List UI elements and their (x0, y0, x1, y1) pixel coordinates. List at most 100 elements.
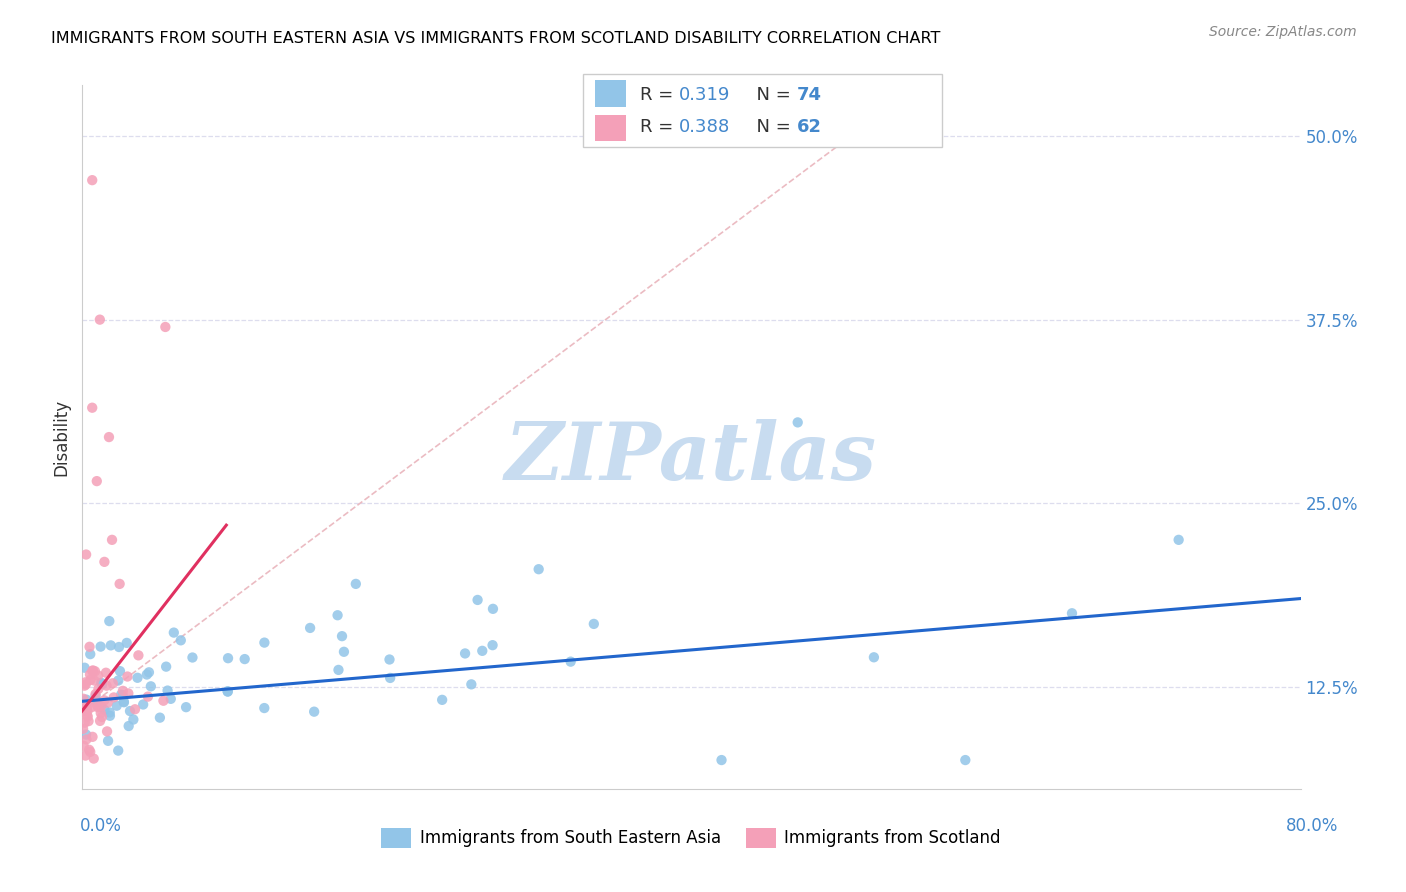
Point (87, 700, 110, 714)
Text: 0.319: 0.319 (679, 86, 731, 103)
Point (84, 689, 107, 703)
Point (253, 701, 276, 715)
Point (75, 677, 97, 691)
Point (94, 665, 117, 680)
Point (108, 577, 131, 591)
Point (83, 673, 105, 688)
Point (299, 621, 322, 635)
Point (98, 430, 121, 444)
Point (233, 652, 256, 666)
Point (560, 655, 582, 669)
Point (333, 645, 356, 659)
Point (149, 711, 172, 725)
Point (90, 699, 112, 714)
Point (101, 533, 124, 547)
Point (82, 730, 104, 744)
Point (98, 706, 121, 720)
Point (93, 555, 115, 569)
Point (152, 694, 174, 708)
Point (115, 636, 138, 650)
Point (83, 751, 105, 765)
Point (103, 690, 125, 705)
Point (97, 734, 120, 748)
Point (75, 728, 97, 742)
Point (170, 633, 193, 648)
Point (786, 416, 808, 430)
Text: 74: 74 (797, 86, 823, 103)
Point (253, 635, 276, 649)
Point (77, 698, 100, 712)
Point (127, 671, 149, 685)
Point (79, 667, 101, 681)
Point (174, 700, 197, 714)
Point (135, 667, 157, 681)
Point (124, 702, 146, 716)
Point (75, 732, 97, 747)
Point (454, 647, 477, 661)
Point (217, 684, 239, 698)
Point (97, 696, 120, 710)
Point (471, 644, 494, 658)
Point (76, 708, 98, 723)
Text: N =: N = (745, 86, 797, 103)
Point (75, 675, 97, 690)
Point (326, 608, 349, 623)
Point (107, 743, 129, 757)
Text: Source: ZipAtlas.com: Source: ZipAtlas.com (1209, 25, 1357, 39)
Point (107, 673, 129, 688)
Text: 0.388: 0.388 (679, 118, 730, 136)
Point (90, 675, 112, 690)
Text: 0.0%: 0.0% (80, 817, 122, 835)
Text: ZIPatlas: ZIPatlas (505, 419, 877, 497)
Point (72, 739, 94, 753)
Point (86, 695, 108, 709)
Point (77, 714, 100, 728)
Point (302, 705, 325, 719)
Point (955, 753, 977, 767)
Point (181, 650, 204, 665)
Text: 80.0%: 80.0% (1286, 817, 1339, 835)
Point (467, 593, 489, 607)
Point (111, 688, 134, 702)
Point (82, 664, 104, 678)
Point (90, 706, 112, 720)
Y-axis label: Disability: Disability (52, 399, 70, 475)
Point (1060, 607, 1083, 621)
Point (91, 677, 114, 691)
Point (75, 548, 97, 562)
Point (87, 681, 110, 696)
Point (82, 664, 104, 678)
Point (378, 652, 401, 666)
Point (79, 745, 101, 759)
Point (122, 713, 145, 727)
Point (96, 679, 118, 693)
Point (460, 677, 482, 691)
Point (98, 708, 121, 723)
Text: 62: 62 (797, 118, 823, 136)
Point (75, 692, 97, 706)
Point (93, 703, 115, 717)
Point (155, 659, 177, 673)
Point (101, 676, 124, 690)
Point (72, 704, 94, 718)
Point (73, 661, 96, 675)
Point (156, 683, 179, 698)
Point (138, 665, 160, 680)
Point (139, 679, 162, 693)
Legend: Immigrants from South Eastern Asia, Immigrants from Scotland: Immigrants from South Eastern Asia, Immi… (381, 828, 1001, 848)
Point (77, 743, 100, 757)
Point (91, 710, 114, 724)
Point (90, 640, 112, 654)
Point (100, 639, 122, 653)
Point (79, 647, 101, 661)
Point (96, 724, 118, 739)
Point (217, 651, 239, 665)
Point (527, 562, 550, 576)
Point (108, 640, 131, 654)
Point (86, 474, 108, 488)
Point (93, 693, 115, 707)
Point (73, 679, 96, 693)
Point (108, 664, 131, 678)
Point (217, 684, 239, 698)
Point (84, 665, 107, 679)
